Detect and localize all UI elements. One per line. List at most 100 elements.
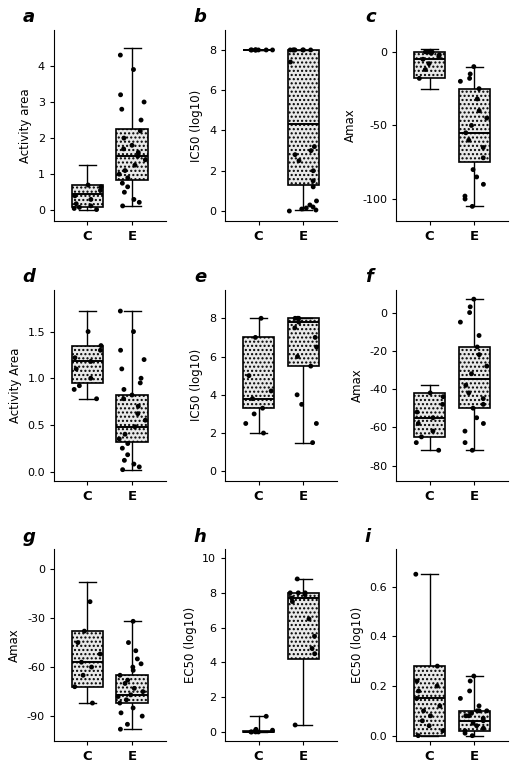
Bar — [414, 52, 445, 79]
Point — [87, 194, 95, 206]
Point — [122, 694, 131, 706]
Point — [308, 642, 316, 655]
Text: d: d — [23, 268, 36, 286]
Point — [461, 727, 469, 739]
Point — [130, 458, 138, 470]
Point — [429, 425, 437, 437]
Point — [456, 75, 464, 87]
Y-axis label: Activity Area: Activity Area — [9, 348, 22, 423]
Point — [426, 709, 434, 722]
Point — [436, 700, 444, 712]
Point — [251, 332, 260, 344]
Point — [479, 398, 488, 410]
Point — [439, 398, 447, 410]
Point — [291, 719, 299, 731]
Point — [461, 436, 469, 449]
Point — [120, 186, 128, 198]
Point — [119, 463, 127, 476]
Point — [289, 44, 297, 56]
Point — [121, 677, 129, 689]
Point — [309, 175, 317, 187]
Text: a: a — [23, 8, 35, 26]
Point — [424, 45, 432, 58]
Point — [312, 195, 320, 207]
Point — [462, 126, 470, 139]
Point — [71, 352, 79, 364]
Point — [413, 406, 421, 418]
Bar — [72, 631, 103, 687]
Point — [307, 44, 315, 56]
Point — [479, 712, 488, 725]
Bar — [459, 347, 490, 408]
Point — [421, 63, 429, 76]
Point — [456, 316, 464, 328]
Point — [466, 68, 474, 80]
Point — [247, 726, 255, 738]
Point — [468, 200, 476, 213]
Point — [96, 648, 104, 660]
Point — [469, 402, 477, 414]
Point — [72, 362, 80, 375]
Bar — [117, 675, 148, 703]
Point — [129, 664, 137, 676]
Point — [251, 44, 259, 56]
Point — [479, 417, 488, 429]
Point — [475, 105, 483, 117]
Point — [286, 44, 294, 56]
Point — [141, 153, 150, 166]
Point — [291, 322, 299, 334]
Point — [268, 44, 277, 56]
Point — [294, 587, 302, 599]
Point — [71, 190, 79, 202]
Point — [470, 670, 478, 682]
Point — [299, 44, 307, 56]
Point — [475, 700, 483, 712]
Text: h: h — [194, 527, 207, 546]
Point — [140, 96, 148, 108]
Y-axis label: EC50 (log10): EC50 (log10) — [351, 607, 364, 683]
Point — [412, 436, 421, 449]
Point — [87, 661, 95, 673]
Point — [77, 656, 86, 668]
Point — [128, 661, 137, 673]
Point — [298, 203, 306, 215]
Point — [479, 722, 488, 735]
Point — [129, 702, 137, 714]
Point — [120, 132, 128, 144]
Text: f: f — [365, 268, 373, 286]
Point — [134, 146, 142, 159]
Text: g: g — [23, 527, 36, 546]
Point — [119, 200, 127, 212]
Point — [138, 710, 147, 722]
Point — [482, 360, 491, 372]
Point — [133, 653, 141, 665]
Point — [479, 152, 488, 164]
Point — [130, 194, 138, 206]
Point — [87, 372, 95, 385]
Point — [439, 725, 447, 737]
Point — [479, 715, 488, 727]
Point — [468, 444, 476, 456]
Point — [252, 44, 260, 56]
Point — [116, 723, 124, 736]
Point — [422, 45, 430, 58]
Point — [251, 44, 260, 56]
Point — [413, 675, 421, 687]
Point — [288, 595, 297, 608]
Bar — [72, 345, 103, 383]
Point — [260, 427, 268, 439]
Point — [286, 587, 294, 599]
Bar — [459, 711, 490, 731]
Point — [456, 692, 464, 705]
Point — [79, 669, 87, 682]
Point — [293, 389, 301, 401]
Point — [136, 377, 144, 389]
Point — [473, 171, 481, 183]
Point — [435, 49, 443, 61]
Point — [470, 60, 478, 72]
Point — [117, 89, 125, 101]
Point — [293, 573, 301, 585]
Point — [415, 72, 424, 85]
Point — [97, 339, 105, 352]
Text: b: b — [194, 8, 207, 26]
